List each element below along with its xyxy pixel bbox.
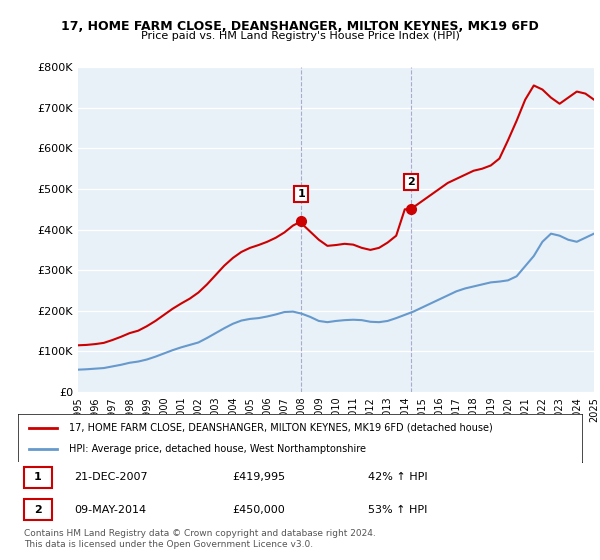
- FancyBboxPatch shape: [23, 500, 52, 520]
- Text: £450,000: £450,000: [232, 505, 285, 515]
- Text: 42% ↑ HPI: 42% ↑ HPI: [368, 473, 427, 483]
- Text: 53% ↑ HPI: 53% ↑ HPI: [368, 505, 427, 515]
- Text: Price paid vs. HM Land Registry's House Price Index (HPI): Price paid vs. HM Land Registry's House …: [140, 31, 460, 41]
- Text: 1: 1: [34, 473, 41, 483]
- Text: 17, HOME FARM CLOSE, DEANSHANGER, MILTON KEYNES, MK19 6FD (detached house): 17, HOME FARM CLOSE, DEANSHANGER, MILTON…: [69, 423, 493, 433]
- Text: 1: 1: [297, 189, 305, 199]
- Text: 21-DEC-2007: 21-DEC-2007: [74, 473, 148, 483]
- Text: 2: 2: [34, 505, 41, 515]
- Text: HPI: Average price, detached house, West Northamptonshire: HPI: Average price, detached house, West…: [69, 444, 366, 454]
- Text: 2: 2: [407, 177, 415, 187]
- FancyBboxPatch shape: [23, 467, 52, 488]
- Text: 09-MAY-2014: 09-MAY-2014: [74, 505, 146, 515]
- Text: Contains HM Land Registry data © Crown copyright and database right 2024.
This d: Contains HM Land Registry data © Crown c…: [24, 529, 376, 549]
- Text: £419,995: £419,995: [232, 473, 286, 483]
- Text: 17, HOME FARM CLOSE, DEANSHANGER, MILTON KEYNES, MK19 6FD: 17, HOME FARM CLOSE, DEANSHANGER, MILTON…: [61, 20, 539, 32]
